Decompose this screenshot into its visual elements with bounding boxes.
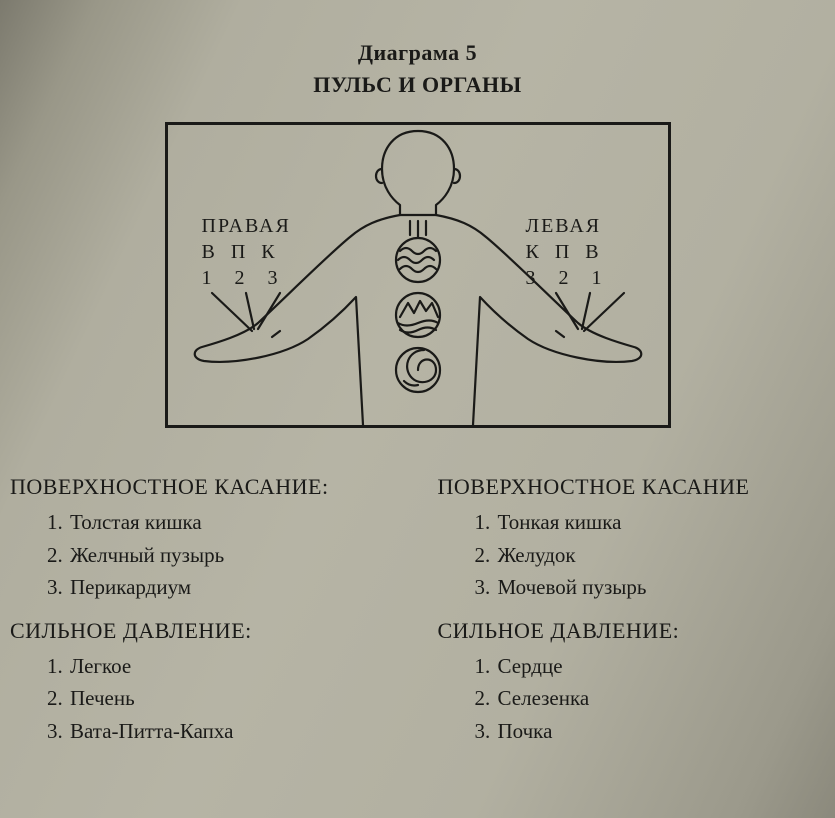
list-item: Мочевой пузырь bbox=[496, 571, 826, 604]
surface-touch-list-right: Толстая кишка Желчный пузырь Перикардиум bbox=[10, 506, 398, 604]
diagram-number: Диаграма 5 bbox=[10, 40, 825, 66]
deep-pressure-title-right: СИЛЬНОЕ ДАВЛЕНИЕ: bbox=[10, 618, 398, 644]
deep-pressure-title-left: СИЛЬНОЕ ДАВЛЕНИЕ: bbox=[438, 618, 826, 644]
list-item: Желчный пузырь bbox=[68, 539, 398, 572]
surface-touch-title-left: ПОВЕРХНОСТНОЕ КАСАНИЕ bbox=[438, 474, 826, 500]
organ-columns: ПОВЕРХНОСТНОЕ КАСАНИЕ: Толстая кишка Жел… bbox=[10, 468, 825, 761]
right-hand-column: ПОВЕРХНОСТНОЕ КАСАНИЕ: Толстая кишка Жел… bbox=[10, 468, 398, 761]
list-item: Сердце bbox=[496, 650, 826, 683]
deep-pressure-list-left: Сердце Селезенка Почка bbox=[438, 650, 826, 748]
left-hand-column: ПОВЕРХНОСТНОЕ КАСАНИЕ Тонкая кишка Желуд… bbox=[438, 468, 826, 761]
deep-pressure-list-right: Легкое Печень Вата-Питта-Капха bbox=[10, 650, 398, 748]
surface-touch-list-left: Тонкая кишка Желудок Мочевой пузырь bbox=[438, 506, 826, 604]
list-item: Легкое bbox=[68, 650, 398, 683]
list-item: Вата-Питта-Капха bbox=[68, 715, 398, 748]
page-title: ПУЛЬС И ОРГАНЫ bbox=[10, 72, 825, 98]
list-item: Желудок bbox=[496, 539, 826, 572]
list-item: Тонкая кишка bbox=[496, 506, 826, 539]
surface-touch-title-right: ПОВЕРХНОСТНОЕ КАСАНИЕ: bbox=[10, 474, 398, 500]
list-item: Почка bbox=[496, 715, 826, 748]
header: Диаграма 5 ПУЛЬС И ОРГАНЫ bbox=[10, 40, 825, 98]
list-item: Перикардиум bbox=[68, 571, 398, 604]
body-svg bbox=[168, 125, 668, 425]
body-diagram: ПРАВАЯ В П К 1 2 3 ЛЕВАЯ К П В 3 2 1 bbox=[165, 122, 671, 428]
list-item: Печень bbox=[68, 682, 398, 715]
list-item: Толстая кишка bbox=[68, 506, 398, 539]
page: Диаграма 5 ПУЛЬС И ОРГАНЫ ПРАВАЯ В П К 1… bbox=[0, 0, 835, 818]
list-item: Селезенка bbox=[496, 682, 826, 715]
